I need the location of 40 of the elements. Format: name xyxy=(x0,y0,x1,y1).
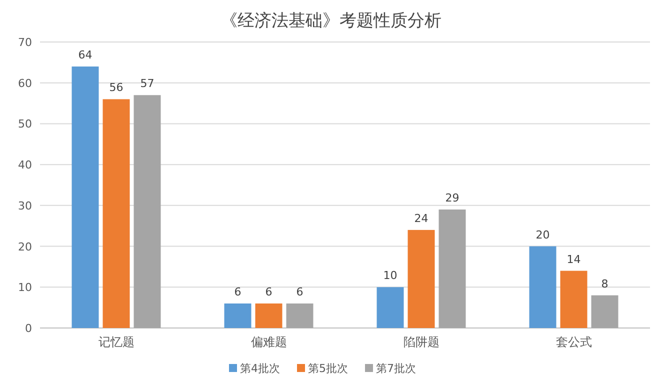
x-tick-label: 记忆题 xyxy=(98,335,134,349)
data-label: 6 xyxy=(265,285,272,298)
data-label: 8 xyxy=(601,277,608,290)
data-label: 24 xyxy=(414,212,428,225)
y-tick-label: 10 xyxy=(18,281,32,294)
x-tick-label: 陷阱题 xyxy=(403,335,440,349)
bar xyxy=(560,270,588,328)
data-label: 57 xyxy=(140,77,154,90)
bar xyxy=(408,230,435,328)
bar xyxy=(255,303,282,328)
bar xyxy=(376,287,404,328)
data-label: 6 xyxy=(296,285,304,298)
bar xyxy=(591,295,618,328)
bar xyxy=(134,95,161,328)
data-label: 29 xyxy=(445,192,460,205)
data-label: 10 xyxy=(383,269,398,282)
x-tick-label: 套公式 xyxy=(556,335,592,349)
y-tick-label: 50 xyxy=(18,118,32,131)
legend-label: 第4批次 xyxy=(240,362,280,375)
data-label: 14 xyxy=(566,252,581,266)
chart-title: 《经济法基础》考题性质分析 xyxy=(220,11,442,31)
legend-label: 第7批次 xyxy=(376,362,416,375)
data-label: 6 xyxy=(234,285,242,298)
y-tick-label: 60 xyxy=(18,76,32,90)
bar xyxy=(438,210,466,328)
bar xyxy=(286,303,314,328)
bar xyxy=(102,99,130,328)
bar xyxy=(529,246,556,328)
y-tick-label: 70 xyxy=(18,36,32,49)
bar xyxy=(224,303,252,328)
bar xyxy=(72,66,99,328)
y-tick-label: 40 xyxy=(18,158,32,172)
y-tick-label: 30 xyxy=(18,199,32,212)
data-label: 20 xyxy=(536,228,550,242)
data-label: 64 xyxy=(78,48,92,62)
legend-label: 第5批次 xyxy=(308,362,348,375)
y-tick-label: 0 xyxy=(25,322,32,335)
x-tick-label: 偏难题 xyxy=(250,335,287,349)
data-label: 56 xyxy=(109,81,124,94)
y-tick-label: 20 xyxy=(18,240,32,254)
